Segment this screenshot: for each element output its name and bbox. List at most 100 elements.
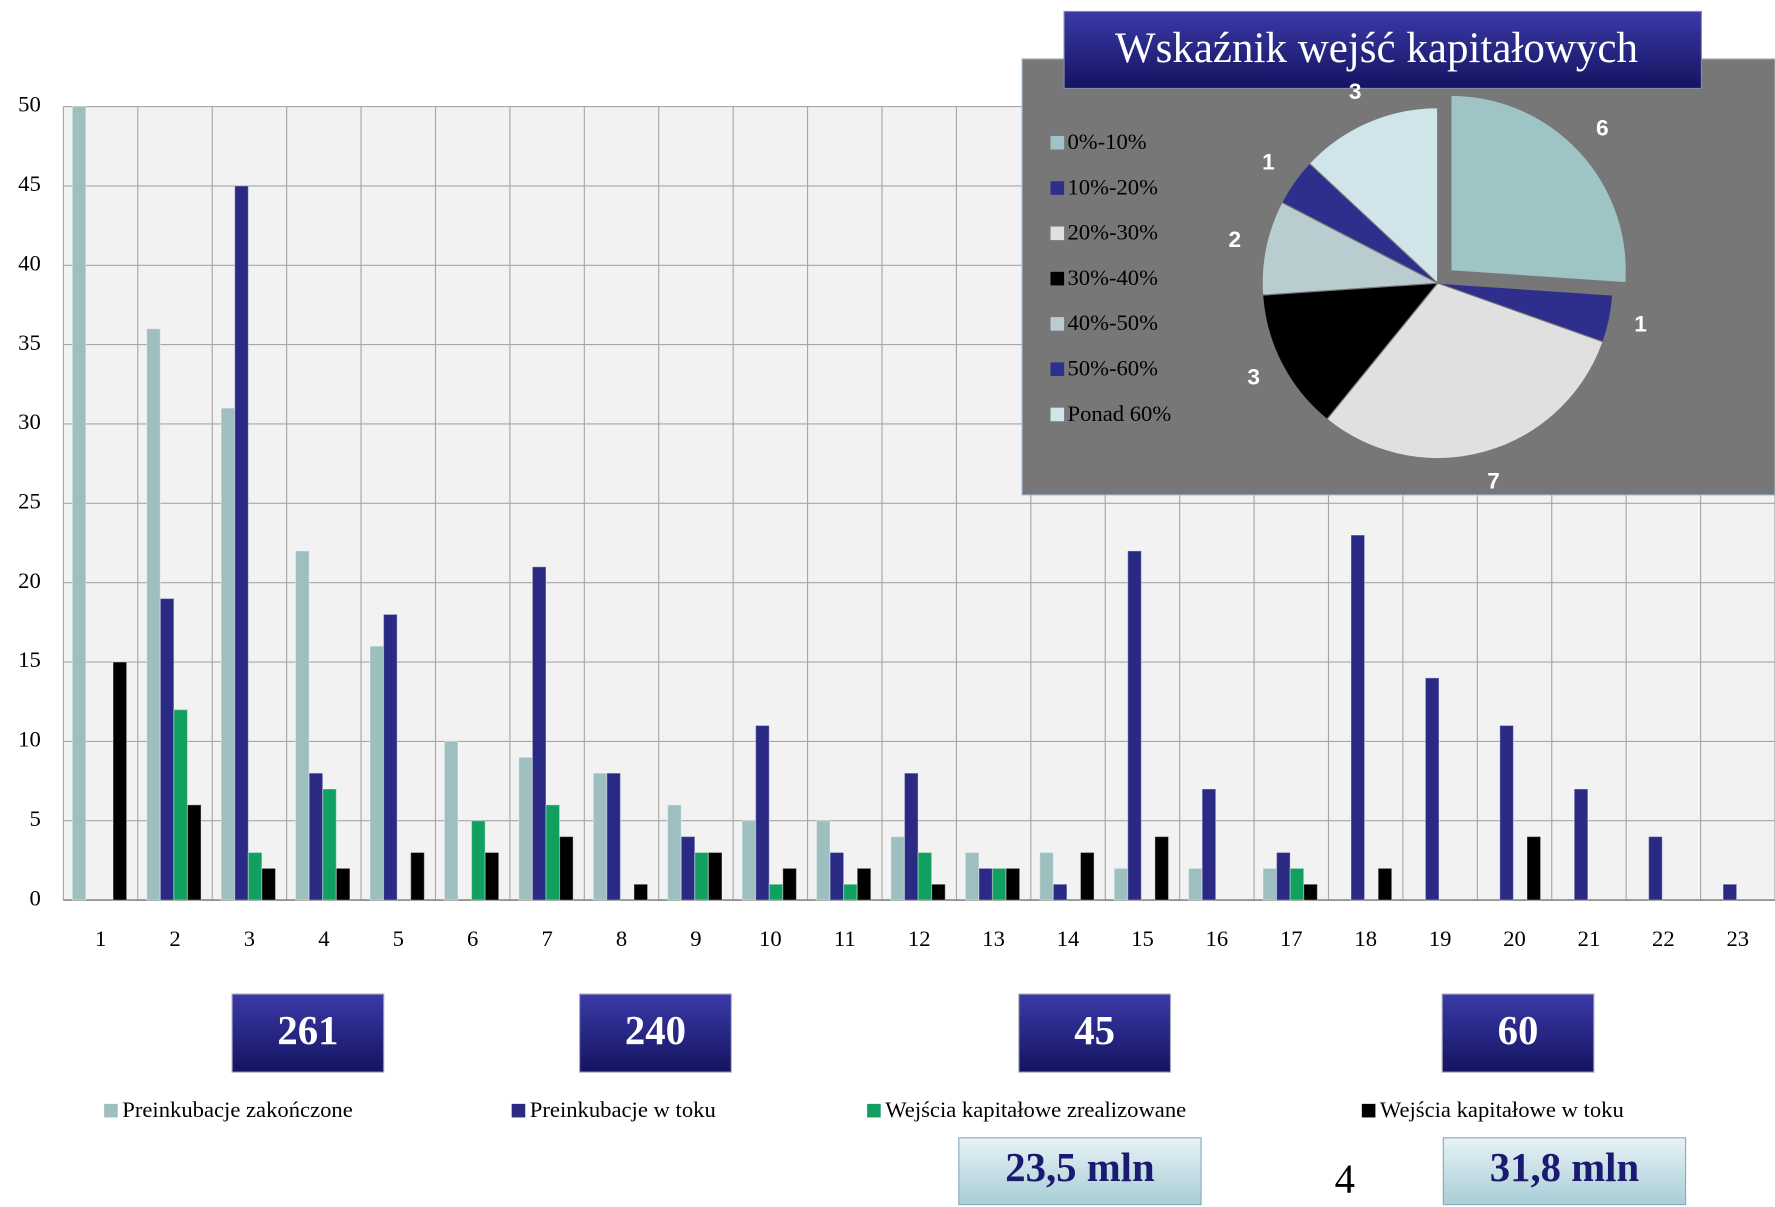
- pie-value-label: 6: [1596, 115, 1609, 140]
- bar: [694, 851, 709, 901]
- bar: [964, 851, 980, 901]
- bar: [741, 820, 757, 901]
- pie-slice: [1261, 201, 1440, 296]
- bar: [220, 407, 236, 901]
- x-tick-label: 23: [1726, 926, 1749, 951]
- bar: [633, 883, 649, 901]
- legend-swatch: [511, 1103, 526, 1118]
- bar: [856, 867, 872, 901]
- pie-value-label: 3: [1349, 79, 1362, 104]
- y-tick-label: 45: [18, 171, 41, 196]
- bar: [112, 661, 128, 901]
- page-number: 4: [1335, 1156, 1355, 1201]
- y-tick-label: 50: [18, 92, 41, 117]
- bar: [71, 105, 87, 901]
- bar: [545, 804, 561, 901]
- x-tick-label: 10: [759, 926, 782, 951]
- legend-swatch: [1050, 226, 1065, 241]
- bar: [518, 756, 533, 901]
- x-tick-label: 6: [467, 926, 478, 951]
- bar: [768, 883, 784, 901]
- y-tick-label: 30: [18, 409, 41, 434]
- amount-box: [1442, 1137, 1687, 1206]
- bar: [1154, 836, 1170, 901]
- x-tick-label: 18: [1354, 926, 1377, 951]
- pie-slice: [1262, 282, 1439, 421]
- legend-label: Wejścia kapitałowe zrealizowane: [885, 1097, 1186, 1122]
- bar: [1188, 867, 1203, 901]
- y-tick-label: 20: [18, 568, 41, 593]
- legend-swatch: [1050, 271, 1065, 286]
- pie-slice: [1326, 282, 1604, 460]
- x-tick-label: 13: [982, 926, 1005, 951]
- bar: [1526, 836, 1542, 901]
- bar: [1005, 867, 1021, 901]
- legend-swatch: [1050, 181, 1065, 195]
- legend-swatch: [1050, 362, 1065, 376]
- bar: [1303, 883, 1318, 901]
- total-box: [231, 993, 385, 1073]
- bar: [592, 772, 608, 901]
- amount-label: 31,8 mln: [1490, 1145, 1640, 1190]
- bar: [173, 709, 189, 901]
- bar: [707, 851, 723, 901]
- y-tick-label: 25: [18, 489, 41, 514]
- bar: [159, 597, 175, 901]
- legend-label: Ponad 60%: [1067, 401, 1171, 426]
- amount-box: [958, 1137, 1202, 1206]
- bar: [1201, 788, 1217, 901]
- x-tick-label: 20: [1503, 926, 1526, 951]
- bar: [335, 867, 351, 901]
- bar: [1276, 851, 1291, 901]
- total-box: [1441, 993, 1595, 1073]
- bar: [1289, 867, 1305, 901]
- bar: [903, 772, 919, 901]
- bar: [829, 851, 845, 901]
- pie-value-label: 3: [1247, 364, 1260, 389]
- x-tick-label: 15: [1131, 926, 1154, 951]
- bar: [294, 550, 310, 901]
- legend-swatch: [1050, 407, 1065, 422]
- bar: [234, 185, 249, 901]
- bar: [1573, 788, 1589, 901]
- legend-label: Preinkubacje zakończone: [122, 1097, 353, 1122]
- legend-label: 10%-20%: [1067, 174, 1158, 199]
- x-tick-label: 11: [834, 926, 856, 951]
- bar: [1052, 883, 1068, 901]
- bar: [1424, 677, 1440, 901]
- pie-title: Wskaźnik wejść kapitałowych: [1115, 25, 1638, 72]
- bar: [667, 804, 682, 901]
- legend-label: 40%-50%: [1067, 310, 1158, 335]
- pie-value-label: 2: [1229, 227, 1242, 252]
- legend-label: 0%-10%: [1067, 129, 1146, 154]
- x-tick-label: 17: [1280, 926, 1303, 951]
- bar: [369, 645, 385, 901]
- bar: [322, 788, 337, 901]
- amount-label: 23,5 mln: [1005, 1145, 1155, 1190]
- legend-swatch: [1050, 317, 1065, 331]
- bar: [1113, 867, 1129, 901]
- bar: [1079, 851, 1095, 901]
- bar: [1722, 883, 1738, 901]
- bar: [1648, 836, 1663, 901]
- bar: [991, 867, 1007, 901]
- bar: [382, 613, 398, 901]
- bar: [680, 836, 696, 901]
- bar: [890, 836, 906, 901]
- bar: [1262, 867, 1278, 901]
- y-tick-label: 40: [18, 250, 41, 275]
- legend-label: Wejścia kapitałowe w toku: [1380, 1097, 1624, 1122]
- x-tick-label: 22: [1652, 926, 1675, 951]
- bar: [978, 867, 994, 901]
- bar: [410, 851, 425, 901]
- total-value: 60: [1498, 1008, 1539, 1053]
- pie-value-label: 1: [1262, 150, 1275, 175]
- bar: [261, 867, 277, 901]
- bar: [1377, 867, 1393, 901]
- bar: [1127, 550, 1142, 901]
- pie-value-label: 1: [1634, 311, 1647, 336]
- x-tick-label: 7: [541, 926, 552, 951]
- bar: [1039, 851, 1054, 901]
- x-tick-label: 12: [908, 926, 931, 951]
